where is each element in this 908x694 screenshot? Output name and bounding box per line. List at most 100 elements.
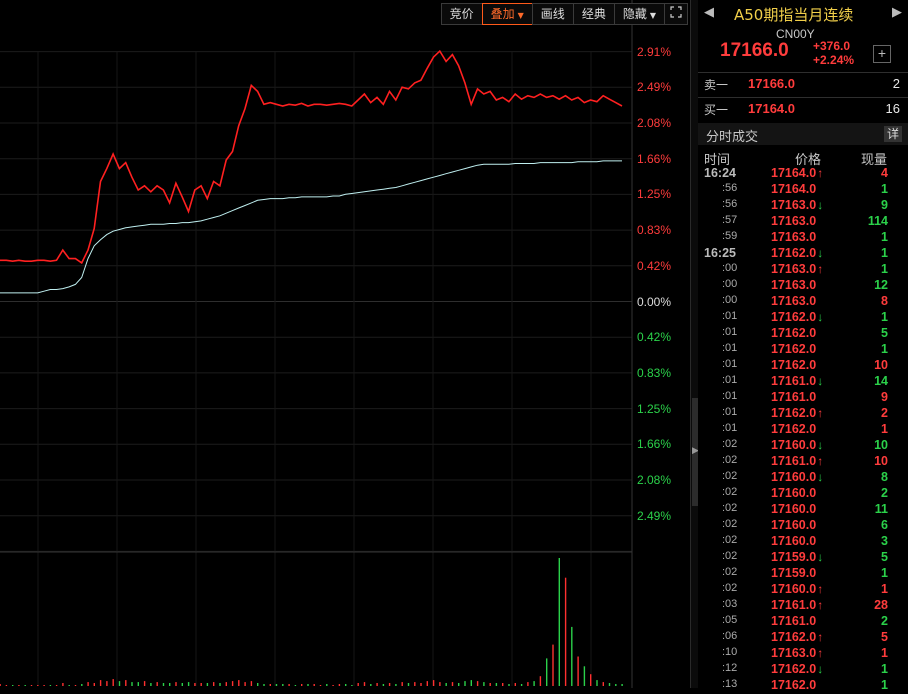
tick-volume: 8 <box>881 294 888 308</box>
arrow-up-icon: ↑ <box>817 262 824 276</box>
volume-bar <box>539 676 542 686</box>
chart-toolbar: 竞价 叠加 ▼ 画线 经典 隐藏 ▼ <box>440 3 688 25</box>
add-watchlist-button[interactable]: + <box>873 45 891 63</box>
fullscreen-icon[interactable] <box>664 3 688 25</box>
volume-bar <box>49 685 52 686</box>
col-time: 时间 <box>704 153 731 168</box>
volume-bar <box>213 682 215 686</box>
tick-volume: 1 <box>881 422 888 436</box>
tick-time: :01 <box>722 374 738 386</box>
ticks-list[interactable]: 16:24 17164.0↑ 4:56 17164.0 1:56 17163.0↓ 9:57… <box>698 166 908 694</box>
tick-price: 17159.0↓ <box>771 550 823 564</box>
volume-bar <box>143 681 146 686</box>
tick-price-value: 17162.0 <box>771 406 817 420</box>
tick-time: :02 <box>722 582 738 594</box>
volume-bar <box>319 685 322 686</box>
volume-bar <box>388 683 391 686</box>
volume-bar <box>564 577 567 686</box>
tick-price: 17162.0↑ <box>771 630 823 644</box>
overlay-button[interactable]: 叠加 ▼ <box>481 3 533 25</box>
classic-button[interactable]: 经典 <box>572 3 615 25</box>
tick-price: 17159.0 <box>771 566 816 580</box>
volume-bar <box>590 674 592 686</box>
tick-row: :02 17160.0 2 <box>698 486 908 502</box>
volume-bar <box>244 682 246 686</box>
pct-tick-up: 1.25% <box>637 187 672 202</box>
tick-row: :01 17161.0↓ 14 <box>698 374 908 390</box>
arrow-down-icon: ↓ <box>817 662 824 676</box>
divider-line <box>698 97 908 98</box>
tick-time: :01 <box>722 310 738 322</box>
tick-time: :02 <box>722 518 738 530</box>
panel-header: ◀ A50期指当月连续 ▶ <box>698 0 908 26</box>
tick-price-value: 17161.0 <box>771 614 817 628</box>
tick-price: 17160.0 <box>771 534 816 548</box>
tick-row: :02 17160.0↑ 1 <box>698 582 908 598</box>
instrument-title: A50期指当月连续 <box>734 6 854 24</box>
tick-price-value: 17162.0 <box>771 422 817 436</box>
volume-bar <box>74 685 77 686</box>
tick-price-value: 17163.0 <box>771 262 817 276</box>
tick-volume: 1 <box>881 342 888 356</box>
tick-volume: 10 <box>874 438 888 452</box>
tick-volume: 2 <box>881 406 888 420</box>
volume-bar <box>520 684 523 686</box>
volume-bar <box>206 683 209 686</box>
dropdown-caret-icon: ▼ <box>517 11 524 20</box>
tick-volume: 1 <box>881 566 888 580</box>
tick-price-value: 17163.0 <box>771 278 817 292</box>
volume-bar <box>363 682 366 686</box>
tick-volume: 10 <box>874 358 888 372</box>
tick-price-value: 17160.0 <box>771 534 817 548</box>
intraday-chart-area[interactable]: 2.91% 2.49% 2.08% 1.66% 1.25% 0.83% 0.42% 0.00%… <box>0 0 690 688</box>
hide-button[interactable]: 隐藏 ▼ <box>613 3 665 25</box>
volume-bar <box>200 683 202 686</box>
next-arrow-icon[interactable]: ▶ <box>892 4 902 19</box>
tick-volume: 1 <box>881 582 888 596</box>
price-chart[interactable] <box>0 0 690 688</box>
arrow-down-icon: ↓ <box>817 198 824 212</box>
change-value: +376.0 <box>813 39 851 53</box>
tick-volume: 8 <box>881 470 888 484</box>
tick-row: :10 17163.0↑ 1 <box>698 646 908 662</box>
volume-bar <box>137 682 139 686</box>
collapse-handle[interactable] <box>692 398 698 506</box>
arrow-down-icon: ↓ <box>817 310 824 324</box>
volume-bar <box>257 683 259 686</box>
volume-bar <box>118 681 121 686</box>
arrow-up-icon: ↑ <box>817 166 824 180</box>
tick-price: 17163.0↑ <box>771 262 823 276</box>
volume-bar <box>552 644 554 686</box>
tick-time: :02 <box>722 550 738 562</box>
volume-bar <box>87 682 89 686</box>
volume-bar <box>338 684 341 686</box>
volume-bar <box>93 683 95 686</box>
volume-bar <box>99 680 102 686</box>
tick-time: :00 <box>722 278 738 290</box>
arrow-down-icon: ↓ <box>817 470 824 484</box>
detail-button[interactable]: 详 <box>884 126 902 142</box>
volume-bar <box>489 683 491 686</box>
bid-price: 17164.0 <box>748 101 795 116</box>
draw-line-button[interactable]: 画线 <box>531 3 574 25</box>
panel-divider[interactable]: ▶ <box>690 0 699 688</box>
tick-time: :59 <box>722 230 738 242</box>
pct-tick-down: 0.42% <box>637 330 672 345</box>
tick-price: 17162.0 <box>771 678 816 692</box>
tick-price-value: 17163.0 <box>771 214 817 228</box>
series-line <box>0 160 622 294</box>
volume-bar <box>175 682 177 686</box>
volume-bar <box>282 684 284 686</box>
tick-price: 17160.0↓ <box>771 438 823 452</box>
collapse-arrow-icon[interactable]: ▶ <box>692 446 699 456</box>
tick-row: :00 17163.0↑ 1 <box>698 262 908 278</box>
ticks-header: 分时成交 详 <box>698 123 908 145</box>
bidding-button[interactable]: 竞价 <box>440 3 483 25</box>
series-line <box>0 49 623 265</box>
volume-bar <box>495 683 498 686</box>
prev-arrow-icon[interactable]: ◀ <box>704 4 714 19</box>
tick-price-value: 17164.0 <box>771 182 817 196</box>
tick-volume: 10 <box>874 454 888 468</box>
tick-row: :02 17159.0↓ 5 <box>698 550 908 566</box>
volume-bar <box>615 684 617 686</box>
